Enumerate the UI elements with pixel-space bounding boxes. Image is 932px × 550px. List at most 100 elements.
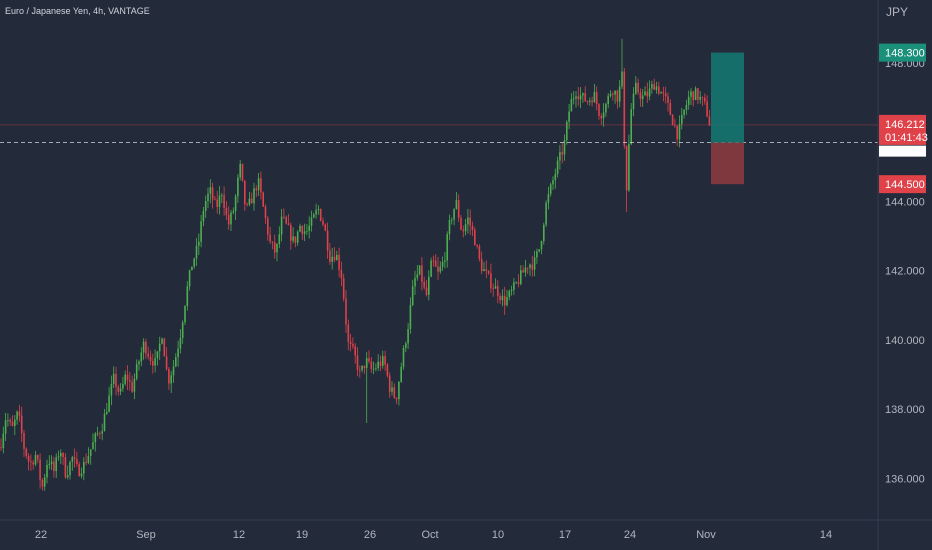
candle-body — [322, 220, 324, 225]
candle-body — [589, 100, 591, 102]
target-price-tag[interactable] — [879, 43, 926, 62]
candle-body — [329, 250, 331, 262]
candle-body — [480, 259, 483, 272]
candle-body — [184, 305, 186, 323]
candle-body — [177, 348, 179, 358]
candle-body — [62, 453, 64, 458]
candle-body — [126, 374, 129, 381]
profit-zone[interactable] — [711, 52, 744, 143]
candle-body — [14, 419, 16, 427]
candle-body — [271, 241, 274, 243]
candle-body — [211, 187, 214, 200]
candle-body — [172, 366, 175, 376]
candle-body — [179, 337, 182, 349]
current-price-tag[interactable] — [879, 114, 926, 145]
candle-body — [368, 358, 370, 362]
candle-body — [683, 109, 685, 115]
candle-body — [92, 442, 94, 450]
candle-body — [237, 177, 239, 197]
candle-body — [333, 256, 336, 261]
candle-body — [598, 104, 600, 116]
candle-body — [441, 262, 444, 267]
candle-body — [342, 278, 345, 299]
candle-body — [317, 209, 320, 211]
candle-body — [290, 224, 292, 241]
candle-body — [57, 456, 60, 458]
candle-body — [706, 101, 708, 117]
candle-body — [462, 229, 465, 232]
candle-body — [11, 421, 14, 427]
candle-body — [230, 212, 232, 225]
candle-body — [154, 358, 156, 366]
candle-body — [301, 225, 304, 234]
candle-body — [612, 93, 614, 95]
candle-body — [646, 91, 649, 97]
candle-body — [94, 433, 97, 443]
candle-body — [306, 230, 308, 232]
x-tick-label: 26 — [364, 529, 376, 541]
candle-body — [382, 356, 384, 366]
candle-body — [7, 420, 9, 421]
candle-body — [85, 461, 87, 463]
loss-zone[interactable] — [711, 142, 744, 185]
candle-body — [671, 115, 674, 126]
candle-body — [494, 286, 497, 289]
candle-body — [145, 341, 147, 354]
candle-body — [241, 163, 244, 181]
candle-body — [526, 267, 529, 269]
candle-body — [359, 370, 361, 371]
candle-body — [439, 266, 442, 272]
candle-body — [80, 473, 83, 477]
candle-body — [273, 242, 276, 253]
candle-body — [340, 269, 343, 279]
candle-body — [414, 277, 416, 287]
candle-body — [669, 102, 672, 116]
candle-body — [405, 343, 407, 348]
long-position-tool[interactable] — [711, 52, 744, 185]
candle-body — [625, 145, 628, 191]
candle-body — [50, 461, 53, 464]
candle-body — [170, 375, 172, 384]
candle-body — [402, 347, 405, 367]
candle-body — [538, 249, 540, 252]
candle-body — [400, 366, 402, 382]
stop-price-tag[interactable] — [879, 175, 926, 194]
candle-body — [257, 178, 260, 191]
y-tick-label: 140.000 — [885, 335, 925, 347]
candle-body — [299, 225, 301, 232]
candle-body — [453, 208, 455, 220]
candle-body — [407, 329, 409, 344]
candle-body — [674, 125, 676, 126]
candle-body — [363, 365, 366, 369]
candle-body — [48, 463, 51, 465]
x-tick-label: Oct — [421, 529, 438, 541]
candle-body — [147, 353, 149, 357]
candle-body — [248, 198, 251, 205]
candle-body — [188, 270, 191, 287]
candle-body — [193, 258, 195, 267]
candle-body — [644, 91, 646, 96]
candle-body — [276, 243, 278, 253]
candle-body — [122, 383, 124, 389]
currency-label[interactable]: JPY — [886, 5, 908, 19]
candle-body — [161, 338, 163, 344]
candle-body — [260, 178, 262, 193]
candle-body — [455, 200, 458, 209]
candle-body — [664, 93, 667, 97]
y-tick-label: 142.000 — [885, 266, 925, 278]
candle-body — [561, 152, 563, 155]
candle-body — [637, 82, 639, 93]
crosshair-price-tag — [879, 145, 926, 157]
candle-body — [411, 286, 414, 306]
candle-body — [653, 84, 655, 90]
candle-body — [499, 295, 501, 301]
candle-body — [704, 97, 706, 102]
candle-body — [432, 260, 435, 262]
countdown-label: 01:41:43 — [885, 132, 928, 144]
candle-body — [175, 357, 177, 367]
time-axis[interactable]: 22 Sep 12 19 26 Oct 10 17 24 Nov 14 — [35, 529, 832, 541]
candle-body — [287, 223, 290, 225]
candle-body — [395, 397, 398, 400]
candle-body — [112, 373, 115, 384]
